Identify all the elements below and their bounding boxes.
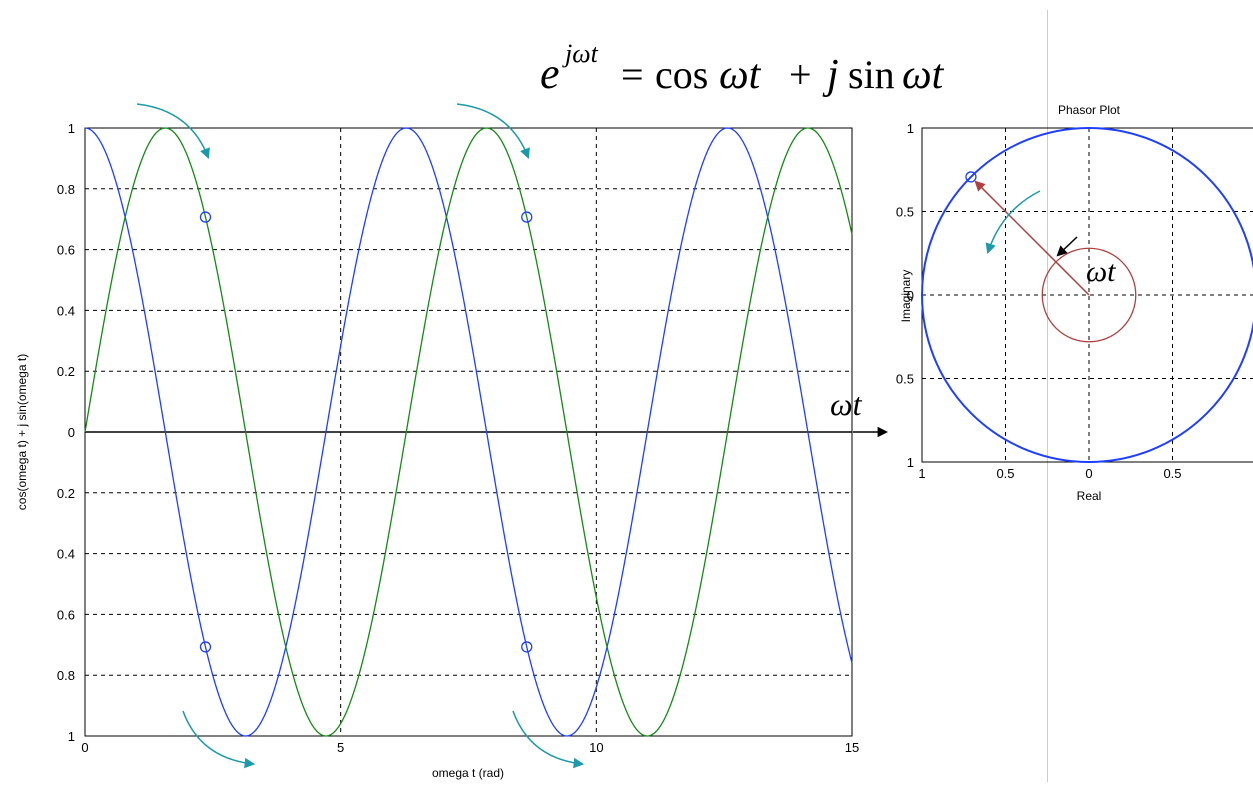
equation-cos: cos (655, 52, 708, 97)
sample-point-marker (199, 211, 212, 223)
main-y-tick-label: 1 (68, 121, 75, 136)
phasor-plot-frame (921, 127, 1253, 463)
phasor-y-tick-label: 0 (907, 288, 914, 303)
equation-omega-t-2: ωt (902, 52, 945, 98)
phasor-y-tick-label: 0.5 (896, 205, 914, 220)
main-series-group (84, 127, 853, 737)
main-y-axis-label: cos(omega t) + j sin(omega t) (15, 354, 29, 510)
main-x-tick-label: 15 (845, 740, 859, 755)
rotation-arrow-top-1 (136, 103, 210, 159)
sample-point-marker (521, 211, 533, 223)
rotation-arrow-bottom-2 (512, 710, 585, 769)
unit-circle (921, 127, 1253, 463)
rotation-arrow-top-2 (456, 103, 530, 159)
sample-point-marker (199, 641, 212, 653)
main-y-tick-label: 0.2 (57, 364, 75, 379)
equation-plus: + (789, 52, 812, 97)
angle-circle (1041, 247, 1137, 343)
phasor-x-tick-label: 1 (918, 466, 925, 481)
main-markers-group (199, 211, 533, 653)
phasor-y-tick-label: 0.5 (896, 372, 914, 387)
main-y-tick-label: 0.6 (57, 607, 75, 622)
phasor-vector (974, 180, 1090, 296)
vertical-divider (1047, 10, 1048, 782)
sample-point-marker (521, 641, 533, 653)
phasor-tick-labels: 10.500.511 0.5 0 0.5 (896, 121, 1182, 481)
phasor-x-tick-label: 0 (1085, 466, 1092, 481)
main-y-tick-label: 0.2 (57, 486, 75, 501)
main-x-axis-label: omega t (rad) (432, 766, 504, 780)
equation-exponent: jωt (562, 40, 599, 68)
phasor-rotation-arrow (985, 190, 1041, 254)
phasor-y-tick-label: 1 (907, 455, 914, 470)
equation-equals: = (621, 52, 644, 97)
main-x-tick-label: 0 (81, 740, 88, 755)
equation-omega-t-1: ωt (719, 52, 762, 98)
euler-equation: e jωt = cos ωt + j sin ωt (540, 40, 945, 98)
main-tick-labels: 10.80.60.40.200.20.40.60.810 5 10 15 (57, 121, 859, 755)
phasor-x-tick-label: 0.5 (1163, 466, 1181, 481)
omega-t-axis-annotation: ωt (830, 386, 863, 422)
equation-base: e (540, 49, 560, 98)
equation-sin: sin (848, 52, 895, 97)
phasor-title: Phasor Plot (1058, 103, 1121, 117)
angle-pointer-arrow (1056, 236, 1078, 257)
main-grid (84, 127, 853, 737)
main-x-tick-label: 5 (337, 740, 344, 755)
main-plot-frame (84, 127, 853, 737)
phasor-grid (921, 127, 1253, 463)
main-y-tick-label: 0.6 (57, 243, 75, 258)
phasor-y-axis-label: Imaginary (899, 270, 913, 323)
equation-j: j (822, 52, 839, 98)
sin-series-line (84, 127, 853, 737)
phasor-shapes (921, 127, 1253, 463)
rotation-arrow-bottom-1 (182, 710, 256, 769)
main-y-tick-label: 0.8 (57, 182, 75, 197)
phasor-angle-label: ωt (1086, 255, 1116, 288)
main-y-tick-label: 0.8 (57, 668, 75, 683)
phasor-x-tick-label: 0.5 (996, 466, 1014, 481)
phasor-tip-marker (965, 171, 977, 183)
main-y-tick-label: 0.4 (57, 547, 75, 562)
main-y-tick-label: 0.4 (57, 303, 75, 318)
cos-series-line (84, 127, 853, 737)
phasor-x-axis-label: Real (1077, 489, 1102, 503)
main-y-tick-label: 0 (68, 425, 75, 440)
main-y-tick-label: 1 (68, 729, 75, 744)
phasor-y-tick-label: 1 (907, 121, 914, 136)
main-x-tick-label: 10 (589, 740, 603, 755)
